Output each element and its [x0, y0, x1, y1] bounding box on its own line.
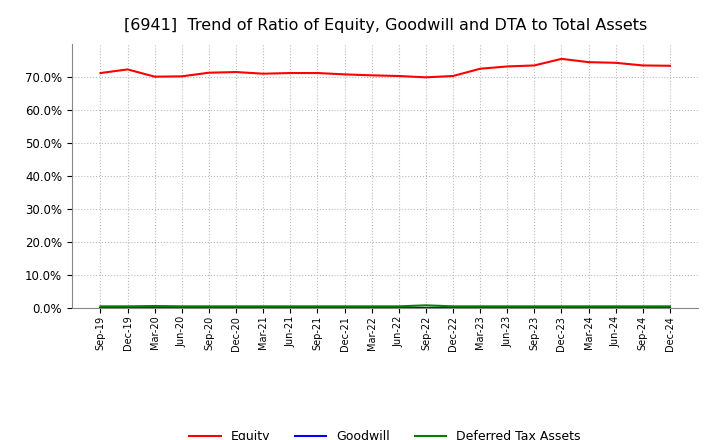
- Deferred Tax Assets: [150, 304, 159, 309]
- Goodwill: [96, 305, 105, 311]
- Goodwill: [557, 305, 566, 311]
- Goodwill: [421, 305, 430, 311]
- Equity: [665, 63, 674, 68]
- Goodwill: [665, 305, 674, 311]
- Deferred Tax Assets: [204, 304, 213, 309]
- Goodwill: [611, 305, 620, 311]
- Equity: [611, 60, 620, 66]
- Goodwill: [503, 305, 511, 311]
- Deferred Tax Assets: [639, 304, 647, 309]
- Deferred Tax Assets: [476, 304, 485, 309]
- Equity: [476, 66, 485, 71]
- Deferred Tax Assets: [530, 304, 539, 309]
- Deferred Tax Assets: [557, 304, 566, 309]
- Equity: [367, 73, 376, 78]
- Line: Deferred Tax Assets: Deferred Tax Assets: [101, 305, 670, 306]
- Legend: Equity, Goodwill, Deferred Tax Assets: Equity, Goodwill, Deferred Tax Assets: [184, 425, 586, 440]
- Goodwill: [476, 305, 485, 311]
- Goodwill: [123, 305, 132, 311]
- Deferred Tax Assets: [367, 304, 376, 309]
- Deferred Tax Assets: [611, 304, 620, 309]
- Goodwill: [150, 305, 159, 311]
- Deferred Tax Assets: [123, 304, 132, 309]
- Equity: [421, 75, 430, 80]
- Deferred Tax Assets: [449, 304, 457, 309]
- Goodwill: [204, 305, 213, 311]
- Equity: [178, 73, 186, 79]
- Goodwill: [259, 305, 268, 311]
- Equity: [341, 72, 349, 77]
- Equity: [259, 71, 268, 76]
- Equity: [286, 70, 294, 76]
- Equity: [204, 70, 213, 75]
- Deferred Tax Assets: [665, 304, 674, 309]
- Equity: [530, 63, 539, 68]
- Goodwill: [449, 305, 457, 311]
- Goodwill: [395, 305, 403, 311]
- Deferred Tax Assets: [395, 304, 403, 309]
- Deferred Tax Assets: [503, 304, 511, 309]
- Equity: [96, 70, 105, 76]
- Deferred Tax Assets: [178, 304, 186, 309]
- Goodwill: [313, 305, 322, 311]
- Equity: [449, 73, 457, 79]
- Goodwill: [367, 305, 376, 311]
- Deferred Tax Assets: [341, 304, 349, 309]
- Equity: [503, 64, 511, 69]
- Goodwill: [639, 305, 647, 311]
- Equity: [232, 70, 240, 75]
- Equity: [313, 70, 322, 76]
- Goodwill: [341, 305, 349, 311]
- Deferred Tax Assets: [259, 304, 268, 309]
- Equity: [395, 73, 403, 79]
- Equity: [584, 59, 593, 65]
- Deferred Tax Assets: [286, 304, 294, 309]
- Goodwill: [530, 305, 539, 311]
- Deferred Tax Assets: [96, 304, 105, 309]
- Title: [6941]  Trend of Ratio of Equity, Goodwill and DTA to Total Assets: [6941] Trend of Ratio of Equity, Goodwil…: [124, 18, 647, 33]
- Deferred Tax Assets: [584, 304, 593, 309]
- Goodwill: [232, 305, 240, 311]
- Goodwill: [286, 305, 294, 311]
- Line: Equity: Equity: [101, 59, 670, 77]
- Goodwill: [584, 305, 593, 311]
- Equity: [557, 56, 566, 62]
- Equity: [150, 74, 159, 79]
- Equity: [123, 67, 132, 72]
- Equity: [639, 63, 647, 68]
- Deferred Tax Assets: [232, 304, 240, 309]
- Deferred Tax Assets: [313, 304, 322, 309]
- Deferred Tax Assets: [421, 303, 430, 308]
- Goodwill: [178, 305, 186, 311]
